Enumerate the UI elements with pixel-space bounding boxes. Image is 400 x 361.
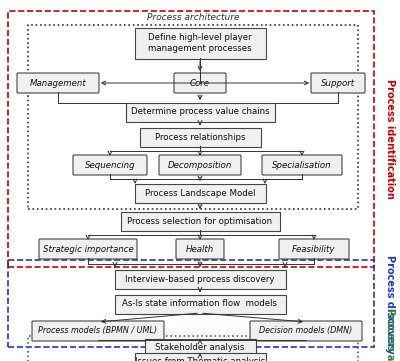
FancyBboxPatch shape xyxy=(144,339,256,356)
FancyBboxPatch shape xyxy=(73,155,147,175)
FancyBboxPatch shape xyxy=(174,73,226,93)
FancyBboxPatch shape xyxy=(126,103,274,122)
FancyBboxPatch shape xyxy=(279,239,349,259)
FancyBboxPatch shape xyxy=(134,183,266,203)
FancyBboxPatch shape xyxy=(114,270,286,288)
FancyBboxPatch shape xyxy=(262,155,342,175)
Text: Decomposition: Decomposition xyxy=(168,161,232,170)
FancyBboxPatch shape xyxy=(176,239,224,259)
Text: Decision models (DMN): Decision models (DMN) xyxy=(259,326,353,335)
Bar xyxy=(8,11,374,267)
Text: Issues from Thematic analysis: Issues from Thematic analysis xyxy=(135,357,265,361)
Text: Support: Support xyxy=(321,78,355,87)
Text: Process relationships: Process relationships xyxy=(155,132,245,142)
FancyBboxPatch shape xyxy=(134,27,266,58)
FancyBboxPatch shape xyxy=(140,127,260,147)
Text: Stakeholder analysis: Stakeholder analysis xyxy=(155,343,245,352)
Text: Process models (BPMN / UML): Process models (BPMN / UML) xyxy=(38,326,158,335)
FancyBboxPatch shape xyxy=(120,212,280,231)
FancyBboxPatch shape xyxy=(32,321,164,341)
FancyBboxPatch shape xyxy=(250,321,362,341)
Bar xyxy=(28,25,358,209)
Bar xyxy=(8,260,374,347)
Text: Process discovery: Process discovery xyxy=(385,255,395,353)
FancyBboxPatch shape xyxy=(134,352,266,361)
Text: Define high-level player
management processes: Define high-level player management proc… xyxy=(148,33,252,53)
Text: Determine process value chains: Determine process value chains xyxy=(131,108,269,117)
Text: Process Landscape Model: Process Landscape Model xyxy=(145,188,255,197)
Text: As-Is state information flow  models: As-Is state information flow models xyxy=(122,300,278,309)
Text: Specialisation: Specialisation xyxy=(272,161,332,170)
Text: Core: Core xyxy=(190,78,210,87)
FancyBboxPatch shape xyxy=(17,73,99,93)
Text: Process selection for optimisation: Process selection for optimisation xyxy=(128,217,272,226)
Text: Process analysis: Process analysis xyxy=(385,308,395,361)
Text: Process architecture: Process architecture xyxy=(147,13,239,22)
Text: Strategic importance: Strategic importance xyxy=(43,244,133,253)
Text: Management: Management xyxy=(30,78,86,87)
Text: Sequencing: Sequencing xyxy=(85,161,135,170)
FancyBboxPatch shape xyxy=(311,73,365,93)
Text: Feasibility: Feasibility xyxy=(292,244,336,253)
Bar xyxy=(28,336,358,361)
Text: Process identification: Process identification xyxy=(385,79,395,199)
FancyBboxPatch shape xyxy=(114,295,286,313)
FancyBboxPatch shape xyxy=(159,155,241,175)
Text: Interview-based process discovery: Interview-based process discovery xyxy=(125,274,275,283)
FancyBboxPatch shape xyxy=(39,239,137,259)
Text: Health: Health xyxy=(186,244,214,253)
